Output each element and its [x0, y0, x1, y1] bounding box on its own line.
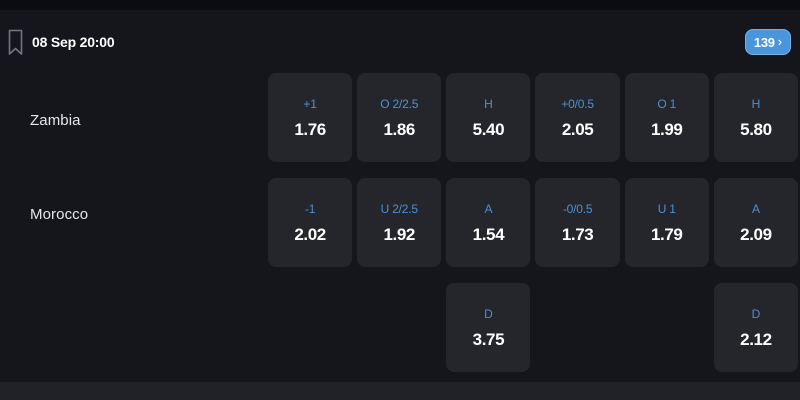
odds-label: +1: [303, 97, 317, 111]
markets-count: 139: [753, 34, 775, 50]
odds-label: O 1: [657, 97, 677, 111]
match-header: 08 Sep 20:00: [8, 28, 115, 56]
odds-cell[interactable]: -1 2.02: [268, 178, 353, 267]
odds-cell[interactable]: +1 1.76: [268, 73, 353, 162]
chevron-right-icon: ›: [777, 34, 783, 49]
odds-cell[interactable]: A 1.54: [446, 178, 531, 267]
odds-value: 2.02: [294, 225, 326, 244]
team-name-home: Zambia: [30, 112, 81, 129]
odds-label: O 2/2.5: [380, 97, 419, 111]
odds-label: U 2/2.5: [380, 202, 418, 216]
odds-value: 1.54: [472, 225, 505, 244]
odds-cell[interactable]: U 1 1.79: [624, 178, 709, 267]
odds-value: 2.05: [561, 120, 594, 139]
odds-cell[interactable]: U 2/2.5 1.92: [357, 178, 442, 267]
odds-value: 2.09: [740, 225, 772, 244]
odds-value: 1.86: [383, 120, 415, 139]
odds-value: 3.75: [472, 330, 505, 349]
odds-cell[interactable]: +0/0.5 2.05: [535, 73, 620, 162]
odds-cell[interactable]: H 5.40: [446, 73, 531, 162]
odds-label: -0/0.5: [562, 202, 593, 216]
odds-label: D: [751, 307, 761, 321]
next-panel-edge: [0, 382, 800, 400]
odds-value: 2.12: [740, 330, 772, 349]
odds-value: 1.76: [294, 120, 326, 139]
odds-cell[interactable]: -0/0.5 1.73: [535, 178, 620, 267]
markets-count-badge[interactable]: 139 ›: [745, 29, 791, 55]
odds-value: 1.99: [650, 120, 683, 139]
odds-value: 1.73: [561, 225, 594, 244]
odds-value: 5.80: [740, 120, 772, 139]
odds-cell[interactable]: O 1 1.99: [624, 73, 709, 162]
odds-value: 1.79: [650, 225, 683, 244]
bookmark-icon[interactable]: [8, 29, 23, 56]
odds-cell[interactable]: D 2.12: [713, 283, 798, 372]
odds-label: H: [484, 97, 493, 111]
odds-value: 1.92: [383, 225, 415, 244]
odds-label: D: [484, 307, 493, 321]
team-name-away: Morocco: [30, 206, 89, 223]
odds-value: 5.40: [472, 120, 505, 139]
odds-grid: +1 1.76 O 2/2.5 1.86 H 5.40 +0/0.5 2.05 …: [268, 73, 798, 372]
odds-cell[interactable]: H 5.80: [713, 73, 798, 162]
odds-label: -1: [304, 202, 316, 216]
odds-cell[interactable]: A 2.09: [713, 178, 798, 267]
outer-background-strip: [0, 0, 800, 10]
odds-label: A: [752, 202, 760, 216]
odds-label: +0/0.5: [561, 97, 594, 111]
odds-cell[interactable]: D 3.75: [446, 283, 531, 372]
odds-cell[interactable]: O 2/2.5 1.86: [357, 73, 442, 162]
odds-label: U 1: [657, 202, 676, 216]
odds-label: A: [484, 202, 493, 216]
odds-label: H: [751, 97, 761, 111]
kickoff-datetime: 08 Sep 20:00: [32, 34, 115, 50]
